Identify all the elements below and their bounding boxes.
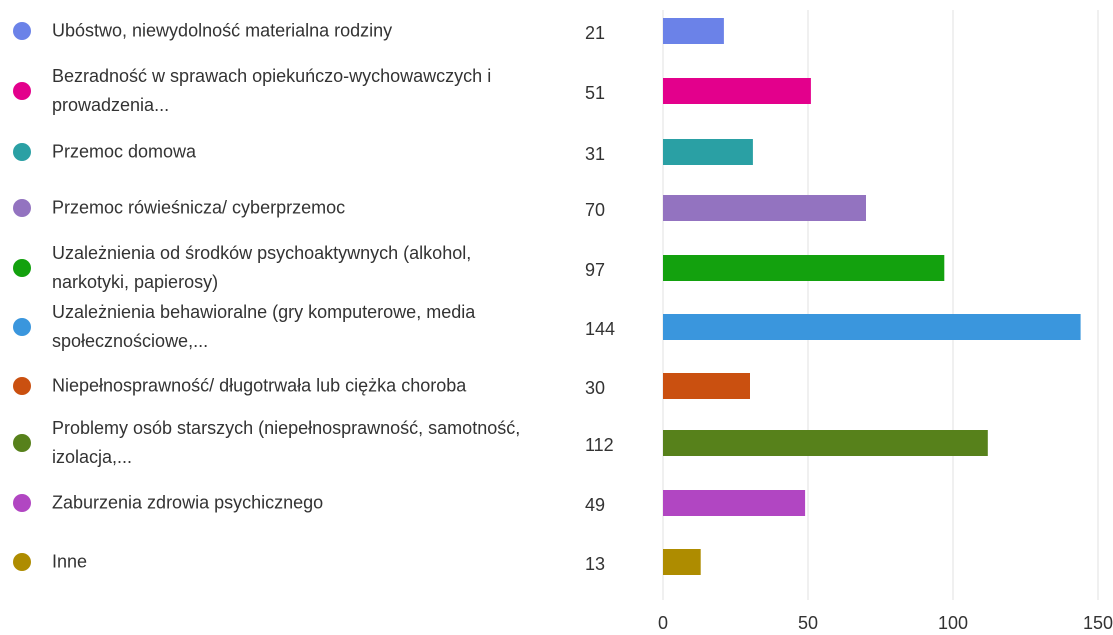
value-label: 31: [585, 144, 605, 164]
category-label: Uzależnienia od środków psychoaktywnych …: [52, 243, 472, 292]
category-label: Zaburzenia zdrowia psychicznego: [52, 492, 324, 513]
value-label: 21: [585, 23, 605, 43]
value-label: 144: [585, 319, 615, 339]
category-label: Ubóstwo, niewydolność materialna rodziny: [52, 20, 393, 41]
value-label: 51: [585, 83, 605, 103]
x-tick-label: 100: [938, 613, 968, 633]
category-label: Przemoc domowa: [52, 141, 197, 162]
category-label: Przemoc rówieśnicza/ cyberprzemoc: [52, 197, 346, 218]
legend-dot: [13, 199, 31, 217]
value-label: 49: [585, 495, 605, 515]
category-label: Bezradność w sprawach opiekuńczo-wychowa…: [52, 66, 492, 115]
legend-dot: [13, 377, 31, 395]
category-label: Uzależnienia behawioralne (gry komputero…: [52, 302, 476, 351]
legend-dot: [13, 259, 31, 277]
bar: [663, 373, 750, 399]
value-label: 112: [585, 435, 614, 455]
category-label: Problemy osób starszych (niepełnosprawno…: [52, 418, 521, 467]
bar: [663, 430, 988, 456]
legend-dot: [13, 22, 31, 40]
value-label: 97: [585, 260, 605, 280]
legend-dot: [13, 82, 31, 100]
bar: [663, 255, 945, 281]
category-label: Niepełnosprawność/ długotrwała lub ciężk…: [52, 375, 467, 396]
legend-dot: [13, 143, 31, 161]
value-label: 70: [585, 200, 605, 220]
bar: [663, 139, 753, 165]
bar: [663, 549, 701, 575]
value-label: 30: [585, 378, 605, 398]
legend-dot: [13, 434, 31, 452]
x-tick-label: 50: [798, 613, 818, 633]
legend-dot: [13, 318, 31, 336]
bar: [663, 78, 811, 104]
legend-dot: [13, 553, 31, 571]
value-label: 13: [585, 554, 605, 574]
legend-dot: [13, 494, 31, 512]
bar: [663, 314, 1081, 340]
bar: [663, 490, 806, 516]
x-tick-label: 0: [658, 613, 668, 633]
bar: [663, 195, 866, 221]
category-label: Inne: [52, 551, 88, 572]
bar: [663, 18, 724, 44]
x-tick-label: 150: [1083, 613, 1113, 633]
